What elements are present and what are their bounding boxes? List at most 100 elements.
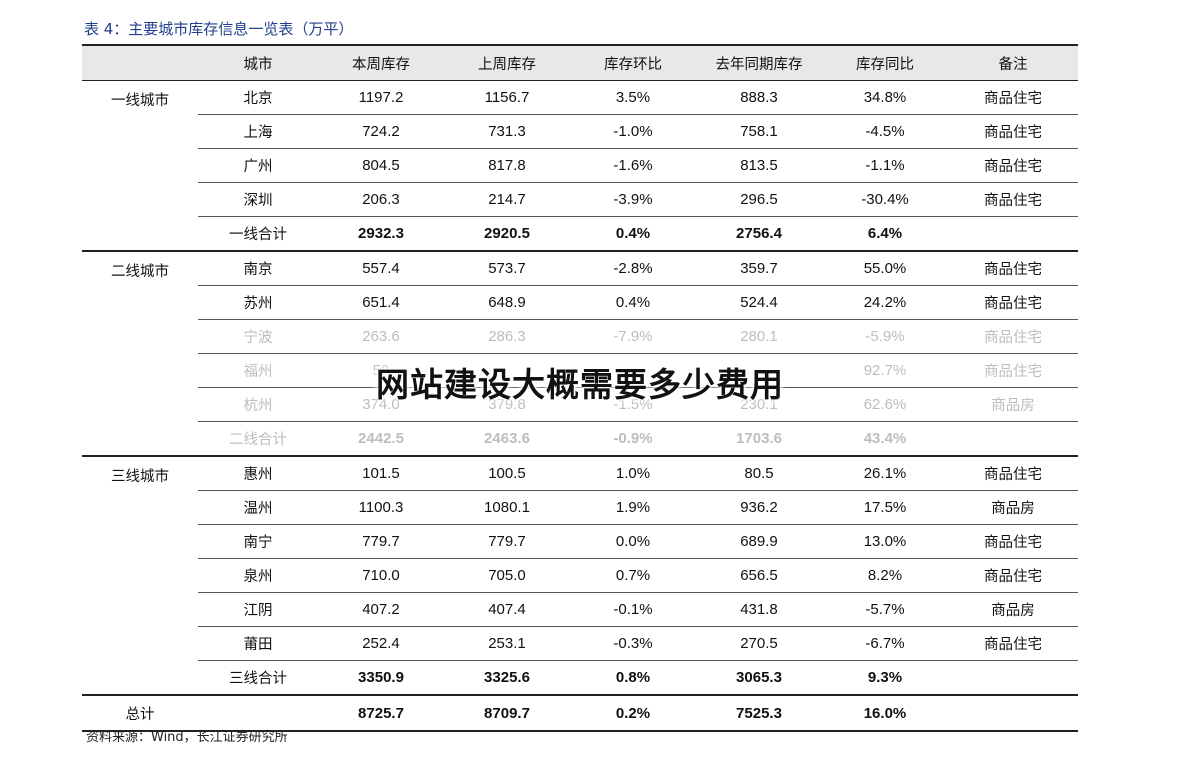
value-cell: 270.5	[696, 626, 822, 661]
value-cell: 374.0	[318, 387, 444, 422]
value-cell: -7.9%	[570, 319, 696, 354]
value-cell: 230.1	[696, 387, 822, 422]
remark-cell: 商品住宅	[948, 285, 1078, 320]
value-cell: 101.5	[318, 456, 444, 491]
value-cell: 26.1%	[822, 456, 948, 491]
value-cell: 8.2%	[822, 558, 948, 593]
value-cell: 731.3	[444, 114, 570, 149]
value-cell: 80.5	[696, 456, 822, 491]
table-row: 二线城市 南京 557.4 573.7 -2.8% 359.7 55.0% 商品住宅	[82, 251, 1078, 457]
value-cell: 524.4	[696, 285, 822, 320]
table-row: 莆田 252.4 253.1 -0.3% 270.5 -6.7% 商品住宅	[82, 626, 1078, 661]
value-cell: 17.5%	[822, 490, 948, 525]
value-cell: 3.5%	[570, 80, 696, 115]
header-wow: 库存环比	[570, 44, 696, 81]
city-cell: 莆田	[198, 626, 318, 661]
subtotal-value: 0.8%	[570, 660, 696, 696]
city-cell: 杭州	[198, 387, 318, 422]
table-row: 温州 1100.3 1080.1 1.9% 936.2 17.5% 商品房	[82, 490, 1078, 525]
value-cell: -1.0%	[570, 114, 696, 149]
city-cell: 江阴	[198, 592, 318, 627]
subtotal-value: 3350.9	[318, 660, 444, 696]
value-cell: -5.7%	[822, 592, 948, 627]
subtotal-value: 0.4%	[570, 216, 696, 252]
subtotal-value: 6.4%	[822, 216, 948, 252]
table-row: 福州 59 92.7% 商品住宅	[82, 353, 1078, 388]
table-row: 上海 724.2 731.3 -1.0% 758.1 -4.5% 商品住宅	[82, 114, 1078, 149]
value-cell: 888.3	[696, 80, 822, 115]
subtotal-value	[948, 421, 1078, 457]
subtotal-row: 一线合计 2932.3 2920.5 0.4% 2756.4 6.4%	[82, 216, 1078, 252]
value-cell: 13.0%	[822, 524, 948, 559]
value-cell: 263.6	[318, 319, 444, 354]
inventory-table: 城市 本周库存 上周库存 库存环比 去年同期库存 库存同比 备注 一线城市 北京 1…	[82, 44, 1078, 732]
subtotal-label: 一线合计	[198, 216, 318, 252]
city-cell: 温州	[198, 490, 318, 525]
subtotal-value: 9.3%	[822, 660, 948, 696]
subtotal-value: 3065.3	[696, 660, 822, 696]
value-cell: 557.4	[318, 251, 444, 286]
total-value: 0.2%	[570, 695, 696, 732]
value-cell: -1.5%	[570, 387, 696, 422]
header-last-week: 上周库存	[444, 44, 570, 81]
total-value	[198, 695, 318, 732]
table-row: 广州 804.5 817.8 -1.6% 813.5 -1.1% 商品住宅	[82, 148, 1078, 183]
header-this-week: 本周库存	[318, 44, 444, 81]
value-cell: 1100.3	[318, 490, 444, 525]
city-cell: 南宁	[198, 524, 318, 559]
header-group	[82, 44, 198, 81]
subtotal-label: 二线合计	[198, 421, 318, 457]
city-cell: 惠州	[198, 456, 318, 491]
table-row: 江阴 407.2 407.4 -0.1% 431.8 -5.7% 商品房	[82, 592, 1078, 627]
subtotal-value: 2756.4	[696, 216, 822, 252]
value-cell: 0.7%	[570, 558, 696, 593]
city-cell: 宁波	[198, 319, 318, 354]
remark-cell: 商品房	[948, 490, 1078, 525]
remark-cell: 商品住宅	[948, 114, 1078, 149]
city-cell: 深圳	[198, 182, 318, 217]
subtotal-value: 3325.6	[444, 660, 570, 696]
value-cell: 379.8	[444, 387, 570, 422]
city-cell: 南京	[198, 251, 318, 286]
remark-cell: 商品房	[948, 592, 1078, 627]
remark-cell: 商品房	[948, 387, 1078, 422]
table-row: 南宁 779.7 779.7 0.0% 689.9 13.0% 商品住宅	[82, 524, 1078, 559]
table-row: 深圳 206.3 214.7 -3.9% 296.5 -30.4% 商品住宅	[82, 182, 1078, 217]
table-row: 苏州 651.4 648.9 0.4% 524.4 24.2% 商品住宅	[82, 285, 1078, 320]
value-cell: -6.7%	[822, 626, 948, 661]
value-cell: 724.2	[318, 114, 444, 149]
value-cell: 286.3	[444, 319, 570, 354]
value-cell: 253.1	[444, 626, 570, 661]
group-label: 二线城市	[82, 251, 198, 457]
total-value: 16.0%	[822, 695, 948, 732]
value-cell: 936.2	[696, 490, 822, 525]
table-row: 一线城市 北京 1197.2 1156.7 3.5% 888.3 34.8% 商品住宅	[82, 80, 1078, 252]
value-cell: 34.8%	[822, 80, 948, 115]
value-cell	[696, 353, 822, 388]
value-cell: -1.1%	[822, 148, 948, 183]
total-value: 7525.3	[696, 695, 822, 732]
value-cell: 651.4	[318, 285, 444, 320]
value-cell: 705.0	[444, 558, 570, 593]
value-cell: 206.3	[318, 182, 444, 217]
remark-cell: 商品住宅	[948, 148, 1078, 183]
subtotal-row: 三线合计 3350.9 3325.6 0.8% 3065.3 9.3%	[82, 660, 1078, 696]
subtotal-value: 2463.6	[444, 421, 570, 457]
subtotal-value: 2920.5	[444, 216, 570, 252]
value-cell: 758.1	[696, 114, 822, 149]
remark-cell: 商品住宅	[948, 353, 1078, 388]
total-row: 总计 8725.7 8709.7 0.2% 7525.3 16.0%	[82, 695, 1078, 732]
watermark-text: 网站建设大概需要多少费用	[376, 365, 784, 404]
header-yoy: 库存同比	[822, 44, 948, 81]
value-cell: -0.3%	[570, 626, 696, 661]
total-value: 8709.7	[444, 695, 570, 732]
remark-cell: 商品住宅	[948, 626, 1078, 661]
header-remark: 备注	[948, 44, 1078, 81]
remark-cell: 商品住宅	[948, 456, 1078, 491]
value-cell: -1.6%	[570, 148, 696, 183]
value-cell: 1156.7	[444, 80, 570, 115]
value-cell: 779.7	[444, 524, 570, 559]
remark-cell: 商品住宅	[948, 80, 1078, 115]
value-cell: 817.8	[444, 148, 570, 183]
value-cell: 1080.1	[444, 490, 570, 525]
